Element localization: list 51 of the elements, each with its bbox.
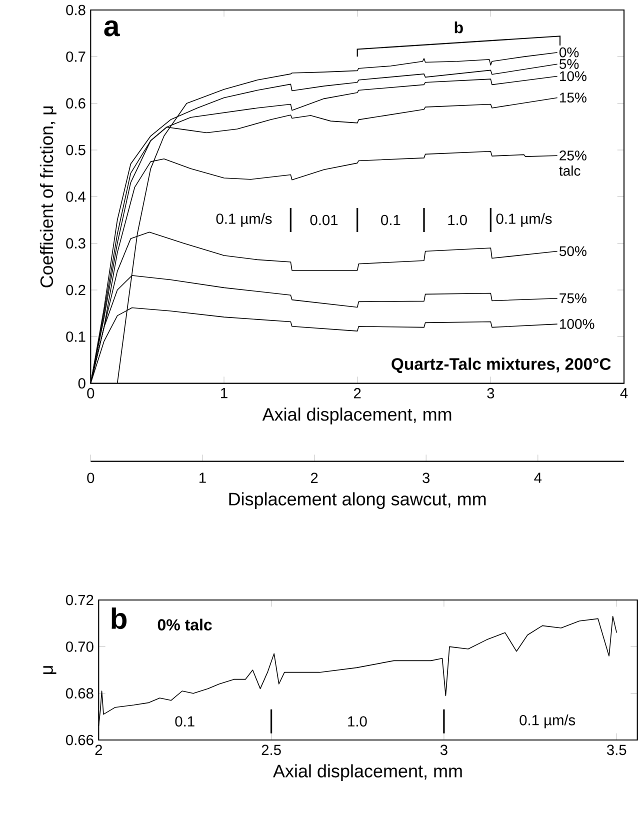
- annotation: 0.1 µm/s: [216, 213, 272, 227]
- x2-tick-label: 1: [200, 472, 206, 483]
- x-tick-label: 3: [487, 388, 494, 398]
- y-tick-label: 0.70: [66, 641, 94, 652]
- y-tick-label: 0.4: [66, 191, 86, 202]
- series-label: 100%: [560, 319, 594, 329]
- y-axis-title: μ: [43, 666, 56, 674]
- x-axis-title: Axial displacement, mm: [273, 764, 462, 782]
- y-tick-label: 0.8: [66, 4, 86, 16]
- x2-tick-label: 2: [310, 472, 318, 483]
- series-label: 15%: [560, 92, 586, 103]
- y-axis-title: Coefficient of friction, μ: [40, 106, 56, 288]
- y-tick-label: 0.7: [66, 51, 86, 62]
- x2-tick-label: 3: [422, 472, 430, 484]
- x-tick-label: 3: [440, 744, 448, 756]
- y-tick-label: 0.66: [66, 734, 94, 746]
- x-tick-label: 3.5: [606, 744, 626, 756]
- annotation: b: [454, 22, 463, 34]
- x2-tick-label: 4: [534, 472, 542, 483]
- annotation: 1.0: [348, 716, 367, 727]
- annotation: 0% talc: [158, 618, 212, 630]
- y-tick-label: 0.68: [66, 688, 94, 699]
- annotation: 1.0: [448, 214, 467, 226]
- series-label: 25% talc: [559, 150, 586, 176]
- y-tick-label: 0.2: [66, 284, 86, 296]
- annotation: 0.01: [310, 214, 338, 226]
- x-axis-title: Axial displacement, mm: [262, 408, 452, 424]
- x-tick-label: 1: [221, 388, 228, 398]
- y-tick-label: 0.1: [66, 331, 86, 342]
- annotation: 0.1 µm/s: [496, 213, 552, 227]
- annotation: b: [112, 608, 127, 630]
- series-label: 75%: [560, 293, 586, 304]
- x-tick-label: 2: [95, 744, 102, 755]
- annotation: 0.1 µm/s: [520, 714, 576, 728]
- y-tick-label: 0.3: [66, 238, 86, 249]
- y-tick-label: 0.5: [66, 144, 86, 156]
- annotation: a: [104, 20, 120, 36]
- x-tick-label: 2.5: [262, 744, 281, 756]
- series-label: 5%: [560, 59, 579, 69]
- x-tick-label: 4: [620, 388, 628, 398]
- annotation: Quartz-Talc mixtures, 200°C: [392, 358, 611, 374]
- x-tick-label: 2: [354, 388, 361, 398]
- annotation: 0.1: [381, 214, 400, 226]
- y-tick-label: 0.72: [66, 594, 94, 606]
- y-tick-label: 0.6: [66, 98, 86, 109]
- x2-axis-title: Displacement along sawcut, mm: [229, 492, 486, 510]
- series-label: 10%: [560, 71, 586, 82]
- series-label: 0%: [559, 47, 579, 58]
- annotation: 0.1: [175, 716, 194, 727]
- y-tick-label: 0: [78, 378, 86, 389]
- series-label: 50%: [560, 246, 586, 256]
